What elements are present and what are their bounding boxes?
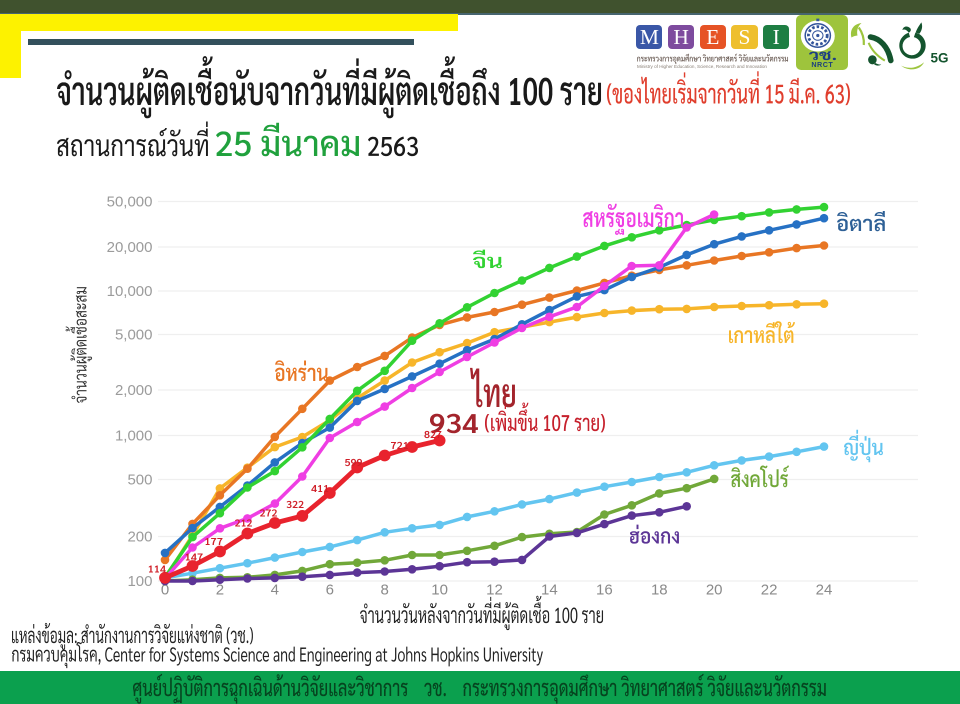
svg-text:100: 100 — [127, 573, 152, 590]
svg-text:0: 0 — [161, 582, 169, 599]
svg-text:20: 20 — [706, 582, 723, 599]
svg-text:4: 4 — [271, 582, 279, 599]
svg-text:18: 18 — [651, 582, 668, 599]
svg-text:5,000: 5,000 — [115, 327, 153, 344]
svg-text:500: 500 — [127, 472, 152, 489]
svg-text:24: 24 — [816, 582, 833, 599]
svg-text:16: 16 — [596, 582, 613, 599]
svg-text:1,000: 1,000 — [115, 428, 153, 445]
svg-text:6: 6 — [326, 582, 334, 599]
svg-text:8: 8 — [381, 582, 389, 599]
svg-text:2: 2 — [216, 582, 224, 599]
svg-text:10,000: 10,000 — [107, 283, 153, 300]
svg-text:10: 10 — [431, 582, 448, 599]
svg-text:22: 22 — [761, 582, 778, 599]
svg-text:50,000: 50,000 — [107, 194, 153, 211]
svg-text:200: 200 — [127, 529, 152, 546]
svg-text:5G: 5G — [931, 51, 949, 66]
svg-text:2,000: 2,000 — [115, 382, 153, 399]
svg-text:20,000: 20,000 — [107, 239, 153, 256]
svg-text:12: 12 — [486, 582, 503, 599]
svg-text:14: 14 — [541, 582, 558, 599]
